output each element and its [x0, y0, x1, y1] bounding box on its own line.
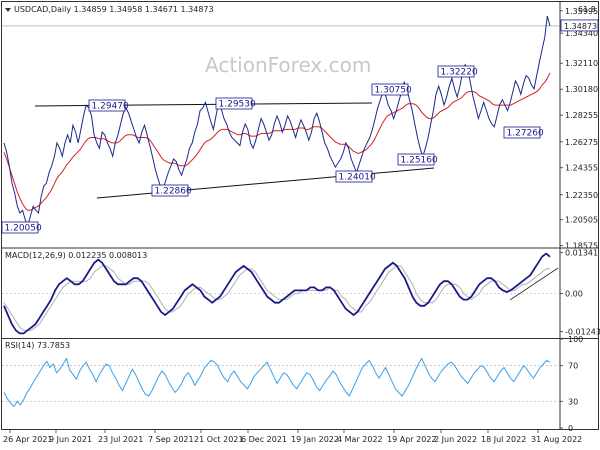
x-tick-label: 4 Mar 2022 [337, 435, 383, 444]
x-tick-label: 6 Dec 2021 [241, 435, 287, 444]
price-annotation: 1.29470 [88, 99, 129, 112]
annotation-box [215, 97, 253, 110]
x-tick-label: 18 Jul 2022 [481, 435, 526, 444]
x-tick-label: 31 Aug 2022 [531, 435, 582, 444]
y-tick-label: 30 [568, 397, 578, 406]
price-title: USDCAD,Daily 1.34859 1.34958 1.34671 1.3… [14, 5, 214, 14]
y-tick-label: 1.28255 [565, 111, 598, 120]
x-tick-label: 2 Jun 2022 [434, 435, 477, 444]
macd-panel: MACD(12,26,9) 0.012235 0.008013 0.01341 0.… [2, 248, 600, 337]
rsi-line [3, 357, 551, 408]
y-tick-label: 1.34340 [565, 29, 598, 38]
y-tick-label: 1.35995 [565, 7, 598, 16]
x-tick-label: 7 Sep 2021 [148, 435, 194, 444]
x-tick-label: 19 Apr 2022 [387, 435, 436, 444]
y-tick-label: -0.012432 [565, 328, 600, 337]
y-tick-label: 1.30180 [565, 85, 598, 94]
price-annotation: 1.27260 [503, 126, 544, 139]
watermark: ActionForex.com [205, 53, 371, 77]
annotation-label: 1.29470 [92, 102, 129, 112]
y-tick-label: 0 [568, 424, 573, 433]
y-tick-label: 1.24355 [565, 164, 598, 173]
y-tick-label: 1.18575 [565, 242, 598, 251]
current-price-box [560, 19, 599, 32]
annotation-label: 1.20050 [5, 224, 42, 234]
price-annotation: 1.30750 [371, 83, 412, 96]
price-annotation: 1.25160 [397, 153, 438, 166]
annotation-label: 1.29530 [219, 100, 256, 110]
price-annotation: 1.24010 [335, 170, 376, 183]
price-annotation: 1.32220 [437, 65, 478, 78]
macd-line [3, 252, 551, 335]
annotation-label: 1.27260 [507, 129, 544, 139]
y-tick-label: 0.01341 [565, 248, 598, 257]
price-annotation: 1.22860 [151, 184, 192, 197]
price-panel: 1.35995 1.34340 1.32110 1.30180 1.28255 1.262… [1, 5, 599, 251]
macd-trendline [509, 267, 559, 301]
y-tick-label: 1.32110 [565, 59, 598, 68]
y-tick-label: 70 [568, 362, 578, 371]
annotation-label: 1.22860 [155, 187, 192, 197]
price-annotation: 1.29530 [215, 97, 256, 110]
annotation-box [437, 65, 475, 78]
annotation-label: 1.32220 [441, 68, 478, 78]
annotation-box [397, 153, 435, 166]
annotation-box [151, 184, 189, 197]
collapse-triangle-icon [5, 8, 11, 12]
annotation-box [1, 221, 39, 234]
y-tick-label: 0.00 [565, 290, 583, 299]
annotation-label: 1.30750 [375, 86, 412, 96]
macd-title: MACD(12,26,9) 0.012235 0.008013 [5, 251, 147, 260]
price-line [3, 15, 551, 227]
annotation-box [503, 126, 541, 139]
rsi-title: RSI(14) 73.7853 [5, 341, 70, 350]
macd-signal-line [3, 265, 550, 331]
y-tick-label: 1.20505 [565, 216, 598, 225]
chart-frame [1, 1, 599, 430]
support-trendline [96, 167, 435, 199]
annotation-box [371, 83, 409, 96]
rsi-panel: RSI(14) 73.7853 100 70 30 0 [2, 335, 583, 433]
x-tick-label: 26 Apr 2021 [3, 435, 52, 444]
corner-level-label: 61.8 [578, 5, 596, 14]
current-price-label: 1.34873 [564, 22, 597, 31]
y-tick-label: 100 [568, 335, 583, 344]
y-tick-label: 1.22350 [565, 191, 598, 200]
moving-average-line [3, 72, 551, 211]
annotation-box [88, 99, 126, 112]
price-annotation: 1.20050 [1, 221, 42, 234]
y-tick-label: 1.26275 [565, 138, 598, 147]
annotation-box [335, 170, 373, 183]
annotation-label: 1.25160 [401, 156, 438, 166]
x-tick-label: 23 Jul 2021 [98, 435, 143, 444]
x-tick-label: 19 Jan 2022 [291, 435, 339, 444]
x-tick-label: 9 Jun 2021 [49, 435, 92, 444]
annotation-label: 1.24010 [339, 173, 376, 183]
x-tick-label: 21 Oct 2021 [194, 435, 243, 444]
